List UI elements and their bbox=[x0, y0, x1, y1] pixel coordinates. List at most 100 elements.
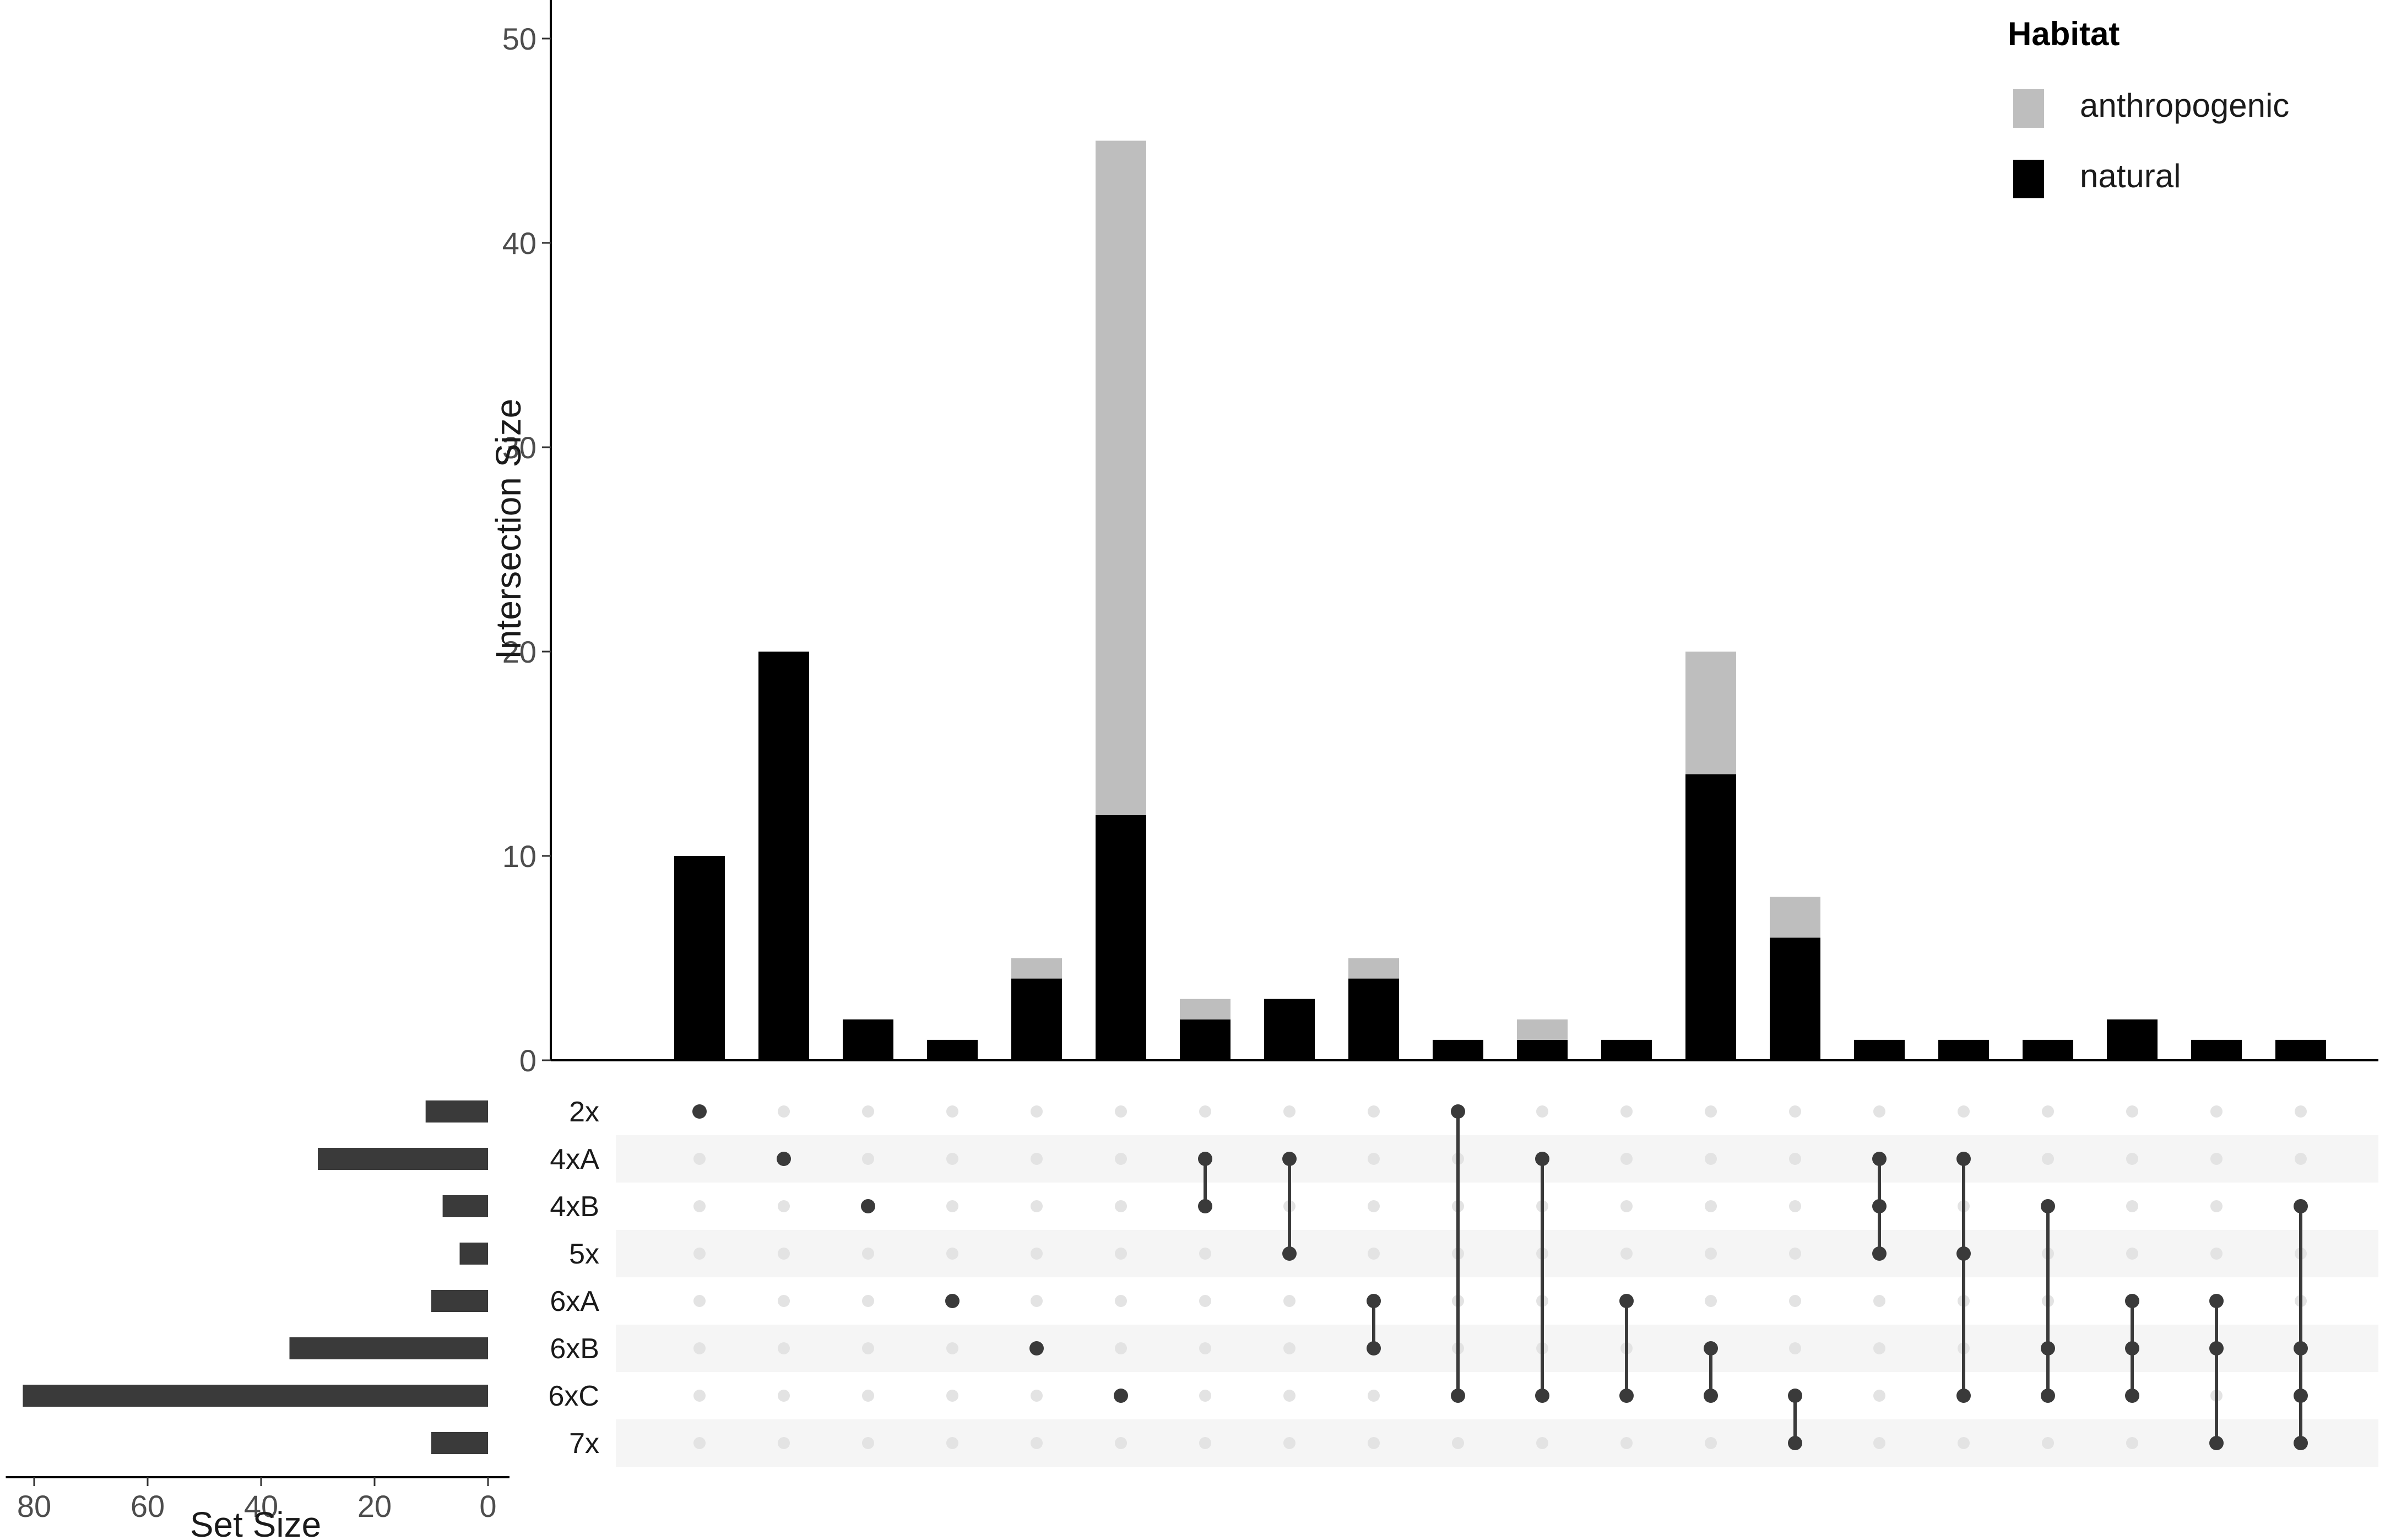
matrix-dot-empty bbox=[1873, 1342, 1885, 1354]
bar-anthropogenic-7 bbox=[1180, 999, 1231, 1020]
matrix-dot-empty bbox=[862, 1437, 874, 1449]
matrix-dot-empty bbox=[2042, 1153, 2054, 1165]
y-axis-title: Intersection Size bbox=[489, 399, 528, 659]
matrix-dot-empty bbox=[778, 1105, 790, 1118]
matrix-dot-empty bbox=[1031, 1295, 1043, 1307]
matrix-dot-empty bbox=[1536, 1437, 1548, 1449]
matrix-dot-empty bbox=[1031, 1153, 1043, 1165]
matrix-dot-empty bbox=[1368, 1153, 1380, 1165]
matrix-dot-6xb-17 bbox=[2041, 1341, 2055, 1355]
matrix-dot-6xc-20 bbox=[2294, 1389, 2308, 1403]
bar-natural-18 bbox=[2107, 1019, 2158, 1060]
matrix-dot-empty bbox=[1199, 1437, 1211, 1449]
matrix-dot-empty bbox=[693, 1390, 706, 1402]
set-label-6xc: 6xC bbox=[549, 1380, 599, 1412]
bar-natural-6 bbox=[1096, 815, 1146, 1060]
bar-anthropogenic-11 bbox=[1517, 1019, 1568, 1040]
matrix-dot-6xa-9 bbox=[1367, 1294, 1381, 1308]
matrix-dot-6xc-10 bbox=[1451, 1389, 1465, 1403]
matrix-stripe-7x bbox=[616, 1419, 2378, 1467]
matrix-dot-empty bbox=[1283, 1342, 1296, 1354]
matrix-dot-empty bbox=[946, 1105, 958, 1118]
matrix-dot-empty bbox=[1115, 1295, 1127, 1307]
matrix-dot-empty bbox=[1368, 1200, 1380, 1212]
y-tick-label: 50 bbox=[502, 21, 536, 56]
matrix-dot-2x-10 bbox=[1451, 1104, 1465, 1119]
bar-natural-4 bbox=[927, 1039, 978, 1060]
matrix-dot-6xb-20 bbox=[2294, 1341, 2308, 1355]
matrix-dot-empty bbox=[1199, 1295, 1211, 1307]
matrix-dot-empty bbox=[2210, 1248, 2223, 1260]
matrix-dot-empty bbox=[1031, 1105, 1043, 1118]
matrix-dot-empty bbox=[2042, 1437, 2054, 1449]
matrix-dot-empty bbox=[2126, 1437, 2138, 1449]
matrix-dot-empty bbox=[1620, 1153, 1633, 1165]
legend-label-anthropogenic: anthropogenic bbox=[2080, 87, 2289, 124]
matrix-dot-6xc-16 bbox=[1956, 1389, 1971, 1403]
set-label-6xa: 6xA bbox=[550, 1286, 599, 1317]
matrix-dot-empty bbox=[862, 1153, 874, 1165]
matrix-dot-empty bbox=[1031, 1390, 1043, 1402]
set-label-7x: 7x bbox=[569, 1428, 599, 1460]
matrix-dot-4xa-11 bbox=[1535, 1152, 1549, 1166]
matrix-dot-empty bbox=[778, 1437, 790, 1449]
matrix-dot-6xa-4 bbox=[945, 1294, 960, 1308]
intersection-bars bbox=[674, 140, 2326, 1060]
matrix-stripe-4xa bbox=[616, 1135, 2378, 1183]
matrix-dot-empty bbox=[862, 1105, 874, 1118]
matrix-dot-empty bbox=[2210, 1105, 2223, 1118]
matrix-dot-empty bbox=[1368, 1248, 1380, 1260]
matrix-dot-6xa-12 bbox=[1619, 1294, 1634, 1308]
matrix-dot-empty bbox=[693, 1437, 706, 1449]
y-tick-label: 10 bbox=[502, 839, 536, 874]
bar-natural-19 bbox=[2191, 1039, 2242, 1060]
bar-natural-14 bbox=[1770, 937, 1820, 1060]
matrix-dot-empty bbox=[778, 1342, 790, 1354]
matrix-dot-empty bbox=[1620, 1437, 1633, 1449]
set-size-bar-6xc bbox=[23, 1385, 488, 1407]
matrix-dot-empty bbox=[1283, 1105, 1296, 1118]
bar-anthropogenic-5 bbox=[1011, 958, 1062, 979]
matrix-dot-empty bbox=[2295, 1105, 2307, 1118]
matrix-dot-empty bbox=[778, 1295, 790, 1307]
set-size-tick-label: 80 bbox=[17, 1489, 51, 1523]
matrix-dot-empty bbox=[2042, 1105, 2054, 1118]
matrix-dot-empty bbox=[862, 1248, 874, 1260]
matrix-dot-6xa-19 bbox=[2209, 1294, 2224, 1308]
bar-anthropogenic-14 bbox=[1770, 897, 1820, 938]
matrix-dot-empty bbox=[862, 1342, 874, 1354]
matrix-dot-empty bbox=[1199, 1390, 1211, 1402]
matrix-dot-empty bbox=[1115, 1105, 1127, 1118]
matrix-dot-empty bbox=[2210, 1153, 2223, 1165]
matrix-dot-7x-20 bbox=[2294, 1436, 2308, 1450]
legend-label-natural: natural bbox=[2080, 158, 2181, 194]
matrix-dot-empty bbox=[1705, 1153, 1717, 1165]
matrix-dot-empty bbox=[1873, 1437, 1885, 1449]
matrix-dot-empty bbox=[1199, 1105, 1211, 1118]
bar-natural-20 bbox=[2275, 1039, 2326, 1060]
set-size-chart: 80 60 40 20 0 Set Size bbox=[6, 1100, 509, 1540]
matrix-dot-4xb-15 bbox=[1872, 1199, 1887, 1213]
set-label-4xb: 4xB bbox=[550, 1191, 599, 1223]
matrix-dot-empty bbox=[1031, 1200, 1043, 1212]
y-tick-label: 30 bbox=[502, 430, 536, 465]
matrix-stripe-6xb bbox=[616, 1325, 2378, 1372]
matrix-dot-empty bbox=[1368, 1390, 1380, 1402]
bar-natural-13 bbox=[1685, 774, 1736, 1060]
bar-natural-7 bbox=[1180, 1019, 1231, 1060]
matrix-dot-empty bbox=[1873, 1390, 1885, 1402]
matrix-dot-6xb-5 bbox=[1029, 1341, 1044, 1355]
matrix-dot-4xa-8 bbox=[1282, 1152, 1297, 1166]
bar-natural-8 bbox=[1264, 999, 1315, 1060]
matrix-dot-empty bbox=[1115, 1153, 1127, 1165]
matrix-row-stripes bbox=[616, 1135, 2378, 1467]
matrix-dot-empty bbox=[1789, 1248, 1801, 1260]
matrix-dot-empty bbox=[1789, 1342, 1801, 1354]
matrix-dot-empty bbox=[1705, 1200, 1717, 1212]
matrix-dot-empty bbox=[946, 1390, 958, 1402]
matrix-dot-empty bbox=[1789, 1105, 1801, 1118]
matrix-dot-empty bbox=[1452, 1437, 1464, 1449]
bar-natural-12 bbox=[1601, 1039, 1652, 1060]
matrix-dot-empty bbox=[1031, 1437, 1043, 1449]
matrix-dot-empty bbox=[2126, 1105, 2138, 1118]
